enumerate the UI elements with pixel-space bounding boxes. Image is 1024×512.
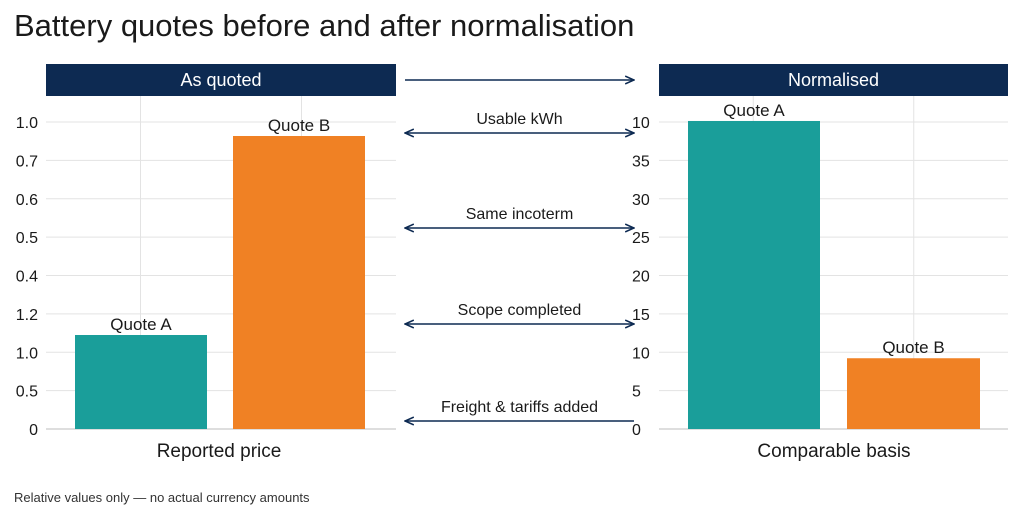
chart-as-quoted: 0 0.5 1.0 1.2 0.4 0.5 0.6 0.7 1.0 Quote A Quote B R… bbox=[16, 96, 396, 462]
chart-normalised: 0 5 10 15 20 25 30 35 10 Quote A Quote B Comparable… bbox=[632, 96, 1008, 462]
y-tick-label: 25 bbox=[632, 230, 650, 247]
bar-label: Quote A bbox=[723, 101, 785, 120]
y-tick-label: 1.0 bbox=[16, 345, 38, 362]
y-tick-label: 1.0 bbox=[16, 115, 38, 132]
adjustment-label: Freight & tariffs added bbox=[441, 399, 598, 416]
bar-quote-a bbox=[688, 120, 820, 429]
y-tick-label: 5 bbox=[632, 384, 641, 401]
bar-label: Quote A bbox=[110, 315, 172, 334]
y-tick-label: 0.7 bbox=[16, 153, 38, 170]
x-axis-label: Reported price bbox=[157, 441, 282, 462]
adjustment-arrows: Usable kWh Same incoterm Scope completed Fr… bbox=[405, 80, 634, 421]
bar-label: Quote B bbox=[268, 116, 330, 135]
adjustment-label: Same incoterm bbox=[466, 206, 574, 223]
y-tick-label: 20 bbox=[632, 269, 650, 286]
y-tick-label: 35 bbox=[632, 153, 650, 170]
page-title: Battery quotes before and after normalis… bbox=[14, 8, 635, 43]
x-axis-label: Comparable basis bbox=[757, 441, 910, 462]
y-tick-label: 15 bbox=[632, 307, 650, 324]
y-tick-label: 0.6 bbox=[16, 192, 38, 209]
adjustment-label: Usable kWh bbox=[476, 111, 562, 128]
bar-quote-b bbox=[233, 136, 365, 429]
bar-quote-a bbox=[75, 335, 207, 429]
panel-header-normalised: Normalised bbox=[659, 64, 1008, 96]
footnote: Relative values only — no actual currenc… bbox=[14, 490, 310, 505]
y-tick-label: 0.5 bbox=[16, 230, 38, 247]
y-tick-label: 0.5 bbox=[16, 384, 38, 401]
y-tick-label: 0 bbox=[29, 422, 38, 439]
bar-label: Quote B bbox=[882, 338, 944, 357]
panel-header-as-quoted: As quoted bbox=[46, 64, 396, 96]
bar-quote-b bbox=[847, 358, 980, 429]
y-tick-label: 10 bbox=[632, 115, 650, 132]
adjustment-label: Scope completed bbox=[458, 302, 582, 319]
y-tick-label: 0 bbox=[632, 422, 641, 439]
y-tick-label: 30 bbox=[632, 192, 650, 209]
y-tick-label: 10 bbox=[632, 345, 650, 362]
y-tick-label: 0.4 bbox=[16, 269, 38, 286]
y-tick-label: 1.2 bbox=[16, 307, 38, 324]
